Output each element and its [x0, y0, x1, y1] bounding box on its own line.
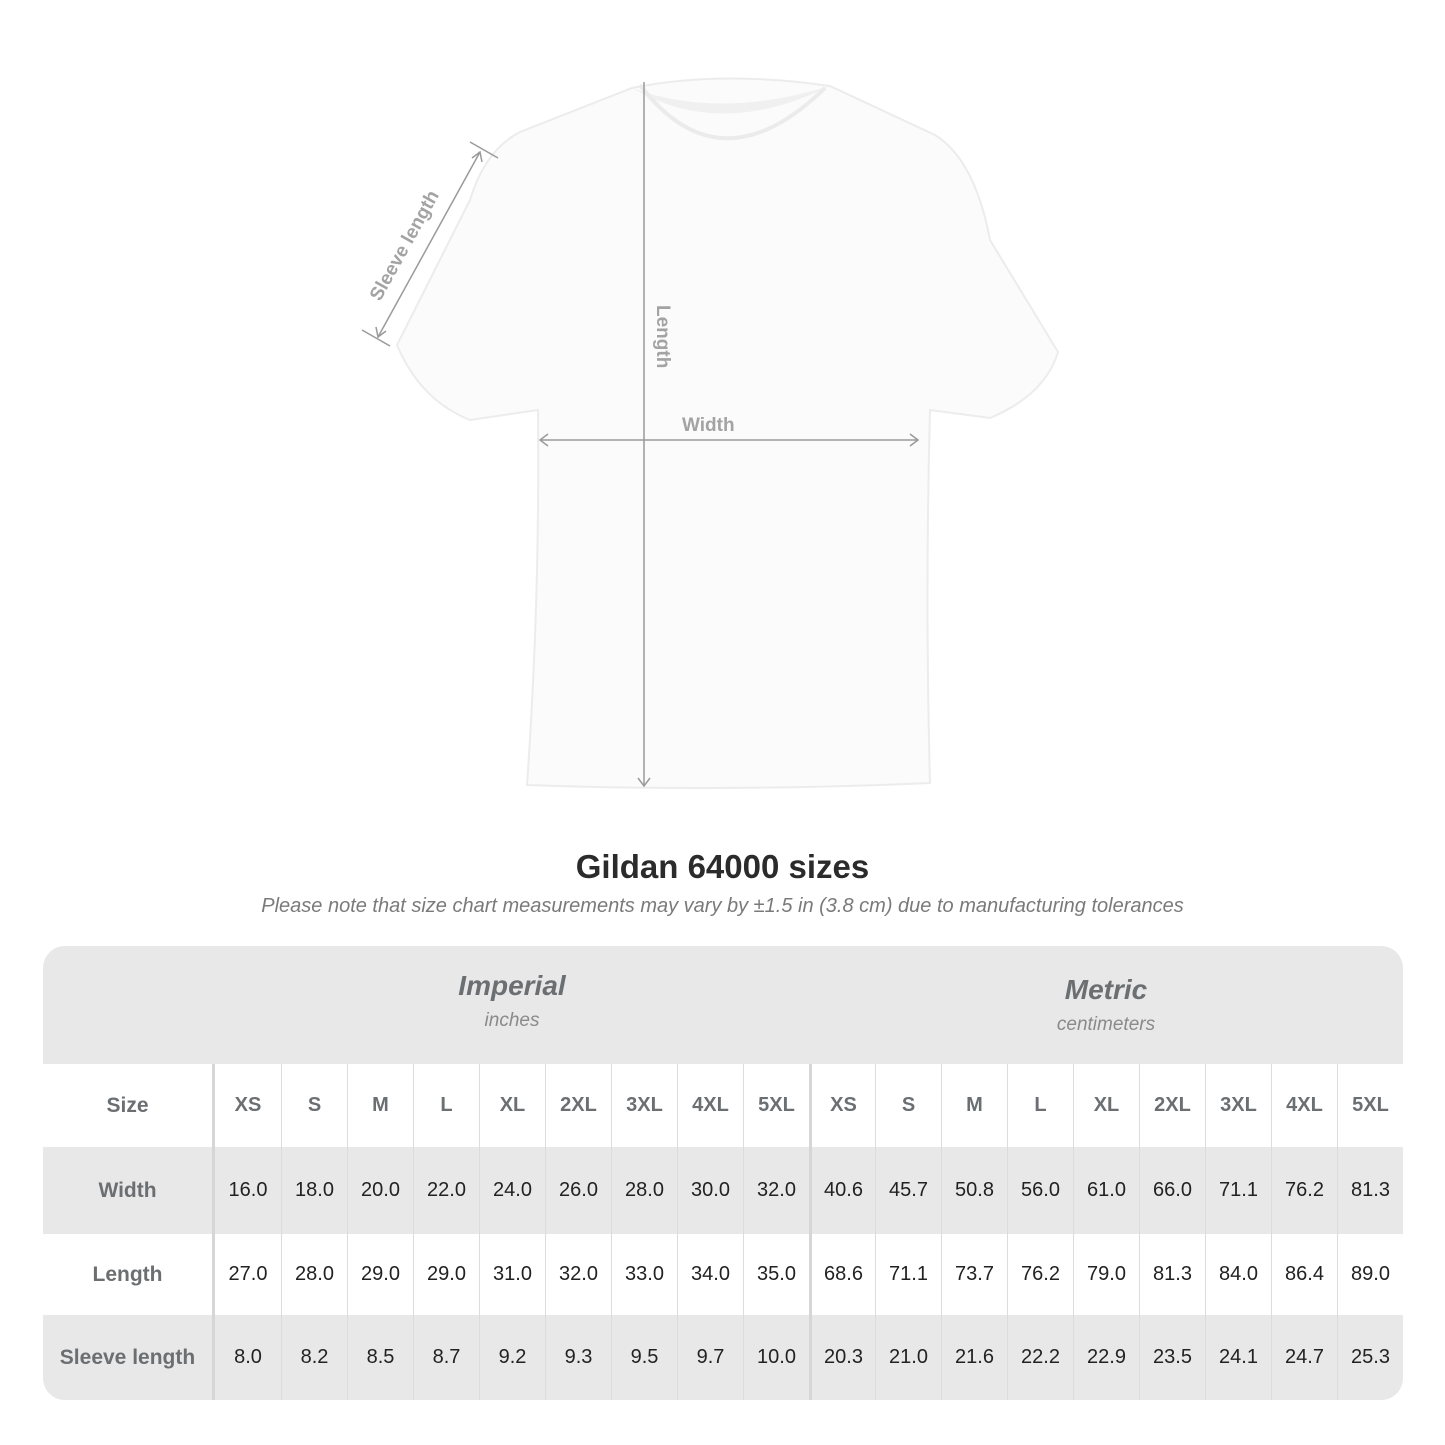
table-cell-imperial: 28.0 — [611, 1147, 677, 1234]
table-cell-metric: 84.0 — [1205, 1234, 1271, 1315]
imperial-header: Imperial inches — [215, 946, 809, 1064]
table-cell-imperial: 9.7 — [677, 1315, 743, 1400]
metric-title: Metric — [1064, 974, 1148, 1005]
table-cell-imperial: 33.0 — [611, 1234, 677, 1315]
row-label: Sleeve length — [43, 1315, 215, 1400]
table-cell-imperial: 32.0 — [743, 1147, 809, 1234]
table-cell-imperial: 8.7 — [413, 1315, 479, 1400]
size-header-metric: 4XL — [1271, 1064, 1337, 1147]
imperial-title: Imperial — [458, 970, 566, 1001]
table-cell-metric: 76.2 — [1007, 1234, 1073, 1315]
table-cell-metric: 81.3 — [1139, 1234, 1205, 1315]
size-header-metric: XL — [1073, 1064, 1139, 1147]
table-row: Sleeve length 8.0 8.2 8.5 8.7 9.2 9.3 9.5 9.7 10.… — [43, 1315, 1403, 1400]
size-header-imperial: 5XL — [743, 1064, 809, 1147]
table-cell-metric: 25.3 — [1337, 1315, 1403, 1400]
table-cell-metric: 71.1 — [875, 1234, 941, 1315]
table-cell-imperial: 22.0 — [413, 1147, 479, 1234]
size-header-metric: S — [875, 1064, 941, 1147]
row-label: Length — [43, 1234, 215, 1315]
size-header-metric: 3XL — [1205, 1064, 1271, 1147]
table-cell-imperial: 8.5 — [347, 1315, 413, 1400]
table-cell-metric: 79.0 — [1073, 1234, 1139, 1315]
table-cell-imperial: 20.0 — [347, 1147, 413, 1234]
table-cell-metric: 22.9 — [1073, 1315, 1139, 1400]
table-cell-metric: 23.5 — [1139, 1315, 1205, 1400]
table-cell-imperial: 9.3 — [545, 1315, 611, 1400]
table-cell-imperial: 9.5 — [611, 1315, 677, 1400]
size-header-imperial: L — [413, 1064, 479, 1147]
table-cell-metric: 21.0 — [875, 1315, 941, 1400]
table-cell-metric: 89.0 — [1337, 1234, 1403, 1315]
table-cell-metric: 76.2 — [1271, 1147, 1337, 1234]
table-row: Length 27.0 28.0 29.0 29.0 31.0 32.0 33.0 34.0 35… — [43, 1234, 1403, 1315]
table-cell-metric: 24.1 — [1205, 1315, 1271, 1400]
size-header-metric: 2XL — [1139, 1064, 1205, 1147]
row-label: Width — [43, 1147, 215, 1234]
tshirt-image — [395, 77, 1060, 790]
table-cell-metric: 22.2 — [1007, 1315, 1073, 1400]
table-cell-metric: 20.3 — [809, 1315, 875, 1400]
width-label: Width — [682, 415, 735, 436]
size-header-metric: XS — [809, 1064, 875, 1147]
size-header-row: Size XS S M L XL 2XL 3XL 4XL 5XL XS S M L XL 2XL 3XL 4XL 5… — [43, 1064, 1403, 1147]
table-cell-metric: 86.4 — [1271, 1234, 1337, 1315]
table-cell-imperial: 29.0 — [347, 1234, 413, 1315]
size-header-imperial: XS — [234, 1094, 262, 1116]
length-label: Length — [652, 305, 673, 368]
table-cell-metric: 66.0 — [1139, 1147, 1205, 1234]
size-header-imperial: XL — [479, 1064, 545, 1147]
table-cell-imperial: 29.0 — [413, 1234, 479, 1315]
table-cell-imperial: 30.0 — [677, 1147, 743, 1234]
row-label: Size — [43, 1064, 215, 1147]
size-header-imperial: 2XL — [545, 1064, 611, 1147]
table-cell-imperial: 9.2 — [479, 1315, 545, 1400]
table-cell-imperial: 27.0 — [228, 1263, 268, 1285]
table-cell-metric: 56.0 — [1007, 1147, 1073, 1234]
table-row: Width 16.0 18.0 20.0 22.0 24.0 26.0 28.0 30.0 32.… — [43, 1147, 1403, 1234]
size-header-metric: M — [941, 1064, 1007, 1147]
size-header-imperial: S — [281, 1064, 347, 1147]
size-header-metric: L — [1007, 1064, 1073, 1147]
table-cell-metric: 24.7 — [1271, 1315, 1337, 1400]
size-header-imperial: 3XL — [611, 1064, 677, 1147]
table-cell-imperial: 31.0 — [479, 1234, 545, 1315]
metric-header: Metric centimeters — [809, 946, 1403, 1064]
table-cell-metric: 61.0 — [1073, 1147, 1139, 1234]
size-header-imperial: 4XL — [677, 1064, 743, 1147]
table-cell-metric: 81.3 — [1337, 1147, 1403, 1234]
size-header-metric: 5XL — [1337, 1064, 1403, 1147]
table-cell-imperial: 35.0 — [743, 1234, 809, 1315]
table-cell-metric: 68.6 — [809, 1234, 875, 1315]
table-cell-imperial: 8.2 — [281, 1315, 347, 1400]
tolerance-note: Please note that size chart measurements… — [261, 895, 1184, 917]
imperial-unit: inches — [484, 1010, 540, 1031]
table-cell-imperial: 24.0 — [479, 1147, 545, 1234]
page-title: Gildan 64000 sizes — [575, 848, 870, 885]
table-cell-metric: 45.7 — [875, 1147, 941, 1234]
metric-unit: centimeters — [1056, 1014, 1156, 1035]
table-cell-imperial: 32.0 — [545, 1234, 611, 1315]
table-cell-metric: 50.8 — [941, 1147, 1007, 1234]
table-cell-metric: 21.6 — [941, 1315, 1007, 1400]
size-table: Imperial inches Metric centimeters Size X… — [43, 946, 1403, 1400]
table-cell-metric: 40.6 — [809, 1147, 875, 1234]
table-cell-metric: 71.1 — [1205, 1147, 1271, 1234]
table-cell-imperial: 28.0 — [281, 1234, 347, 1315]
table-cell-imperial: 26.0 — [545, 1147, 611, 1234]
tshirt-diagram: Sleeve length Length Width — [361, 77, 1060, 790]
table-cell-imperial: 8.0 — [234, 1346, 262, 1368]
table-cell-imperial: 34.0 — [677, 1234, 743, 1315]
size-header-imperial: M — [347, 1064, 413, 1147]
table-cell-imperial: 16.0 — [228, 1179, 268, 1201]
table-cell-imperial: 18.0 — [281, 1147, 347, 1234]
table-cell-imperial: 10.0 — [743, 1315, 809, 1400]
table-cell-metric: 73.7 — [941, 1234, 1007, 1315]
